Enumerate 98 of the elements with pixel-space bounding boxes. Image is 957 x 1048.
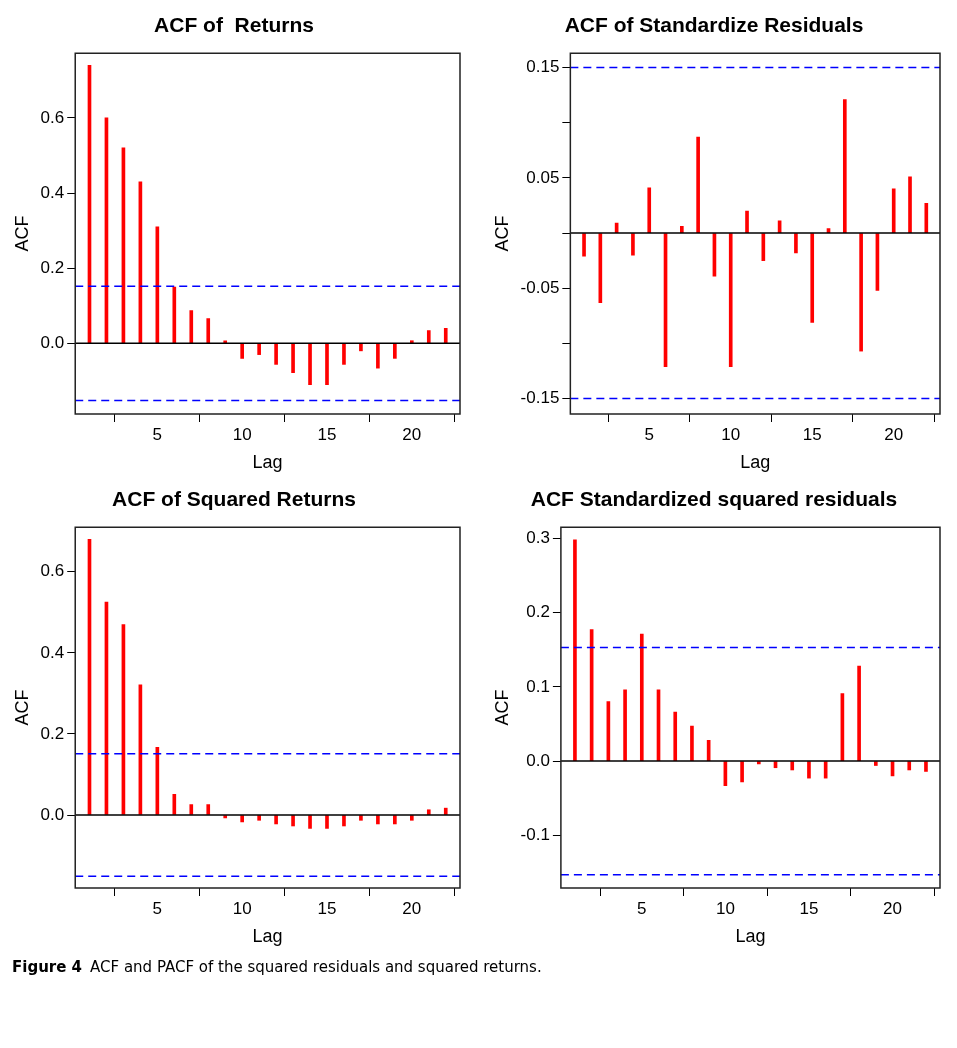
bar [223,340,228,344]
y-tick-label: 0.0 [40,333,65,353]
bar [409,340,414,344]
y-tick-label: 0.3 [526,528,550,548]
x-tick-label: 20 [883,898,902,918]
caption: Figure 4 [12,958,83,976]
bar [623,689,627,761]
bar [291,343,295,373]
x-tick-label: 10 [232,424,252,444]
bar [673,711,678,761]
bar [376,343,380,369]
x-tick-label: 10 [721,424,741,444]
bar [206,318,211,344]
bar [308,343,312,386]
x-tick-label: 15 [802,424,822,444]
bar [393,815,397,825]
bar [308,815,312,829]
y-tick-label: 0.2 [526,602,550,622]
bar [924,202,929,233]
x-axis-title: Lag [252,452,283,473]
y-axis-title: ACF [491,689,512,726]
x-tick-label: 10 [715,898,735,918]
bar [794,233,798,254]
bar [325,815,329,829]
bar [857,665,861,761]
bar [582,233,586,257]
bar [291,815,295,827]
x-tick-label: 5 [644,424,654,444]
x-tick-label: 20 [884,424,904,444]
y-tick-label: 0.6 [40,561,65,581]
x-tick-label: 15 [317,898,337,918]
x-tick-label: 15 [317,424,337,444]
bar [647,187,652,233]
bar [172,794,177,815]
bar [790,761,795,771]
chart-title: ACF of Squared Returns [112,487,356,511]
x-tick-label: 5 [152,898,163,918]
x-tick-label: 15 [799,898,819,918]
bar [274,343,278,365]
bar [189,804,194,815]
chart-title: ACF Standardized squared residuals [530,487,898,511]
bar [810,233,815,323]
bar [342,343,346,365]
bar [376,815,380,825]
bar [842,99,847,233]
bar [172,286,177,344]
y-tick-label: 0.05 [526,167,560,187]
y-tick-label: 0.0 [526,750,550,770]
x-tick-label: 5 [152,424,163,444]
x-axis-title: Lag [252,926,283,947]
bar [807,761,811,779]
chart-title: ACF of Standardize Residuals [564,13,864,37]
bar [907,761,912,771]
bar [426,330,431,344]
bar [189,310,194,344]
y-tick-label: 0.2 [40,257,65,277]
bar [859,233,863,352]
y-axis-title: ACF [11,689,32,726]
y-tick-label: -0.15 [520,388,560,408]
x-axis-title: Lag [735,926,766,947]
y-tick-label: 0.2 [40,723,65,743]
bar [206,804,211,815]
bar [631,233,635,256]
bar [443,327,448,344]
text: ACF and PACF of the squared residuals and squared returns. [90,958,542,976]
bar [761,233,766,261]
bar [696,136,700,233]
bar [740,761,744,783]
y-tick-label: -0.1 [520,824,550,844]
y-axis-title: ACF [11,215,32,252]
y-tick-label: 0.1 [526,676,550,696]
bar [240,343,244,359]
bar [728,233,733,367]
chart-title: ACF of Returns [154,13,314,37]
bar [274,815,278,825]
x-axis-title: Lag [740,452,771,473]
y-axis-title: ACF [491,215,512,252]
bar [639,633,644,761]
y-tick-label: -0.05 [520,277,560,297]
bar [393,343,397,359]
x-tick-label: 20 [402,898,422,918]
bar [573,539,577,761]
y-tick-label: 0.6 [40,107,65,127]
bar [257,343,261,355]
x-tick-label: 20 [402,424,422,444]
y-tick-label: 0.15 [526,57,560,77]
bar [908,176,912,233]
y-tick-label: 0.0 [40,804,65,824]
x-tick-label: 5 [637,898,647,918]
bar [745,210,749,233]
bar [924,761,928,772]
y-tick-label: 0.4 [40,182,65,202]
bar [342,815,346,827]
bar [325,343,329,386]
x-tick-label: 10 [232,898,252,918]
bar [891,188,896,233]
bar [690,725,694,761]
y-tick-label: 0.4 [40,642,65,662]
